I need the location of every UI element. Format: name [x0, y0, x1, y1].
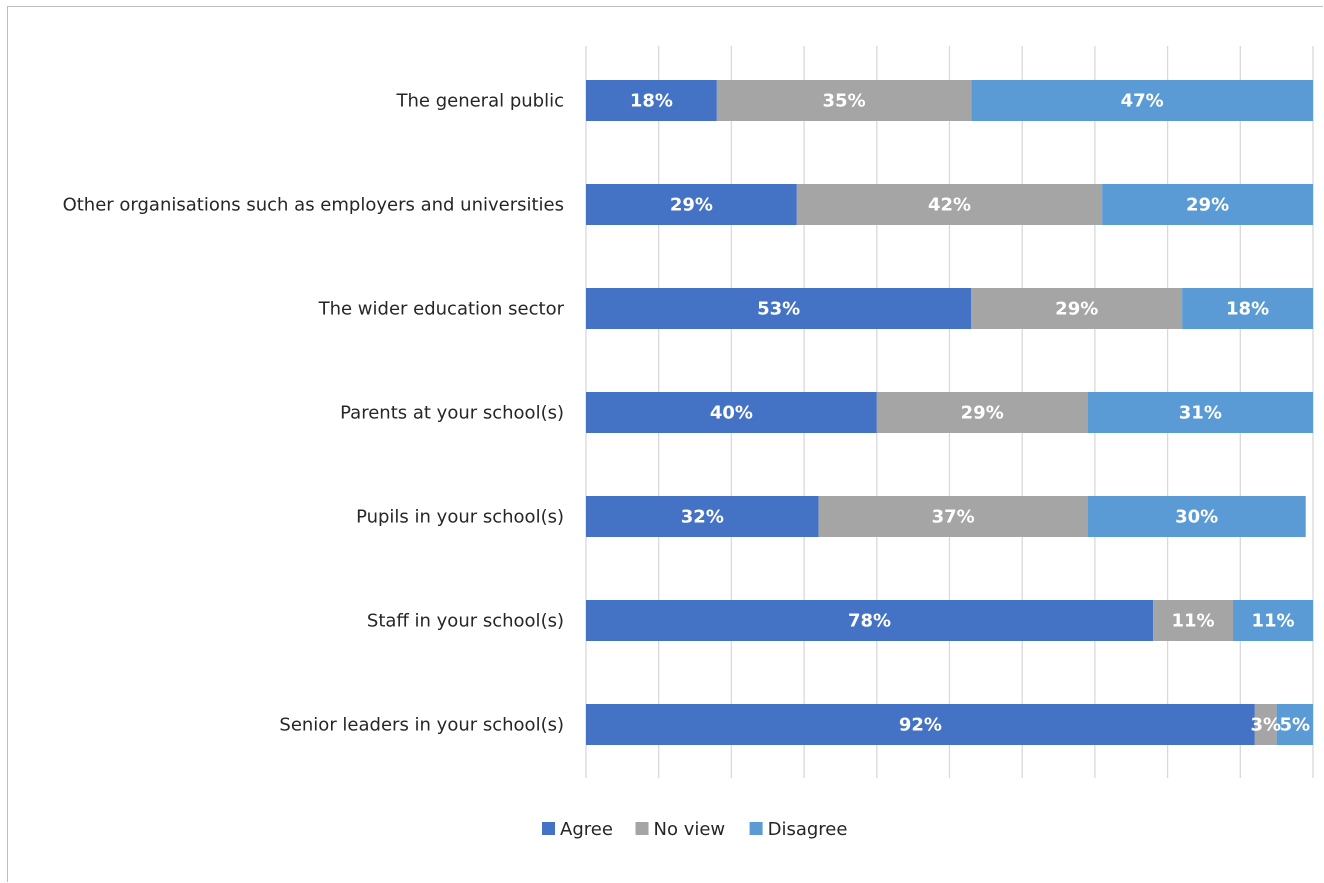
bar-segment-disagree — [1276, 704, 1313, 745]
category-label: The general public — [396, 91, 565, 112]
data-label: 18% — [1226, 299, 1269, 320]
legend-label: Agree — [560, 819, 613, 840]
category-label: Senior leaders in your school(s) — [279, 715, 564, 736]
data-label: 47% — [1121, 91, 1164, 112]
data-label: 29% — [961, 403, 1004, 424]
data-label: 29% — [1186, 195, 1229, 216]
data-label: 42% — [928, 195, 971, 216]
bar-segment-disagree — [1102, 184, 1313, 225]
category-label: Pupils in your school(s) — [356, 507, 564, 528]
data-label: 78% — [848, 611, 891, 632]
bar-segment-no-view — [971, 288, 1183, 329]
legend-swatch-disagree — [749, 822, 763, 835]
bar-segment-no-view — [796, 184, 1103, 225]
legend-swatch-agree — [542, 822, 555, 835]
data-label: 31% — [1179, 403, 1222, 424]
data-label: 92% — [899, 715, 942, 736]
data-label: 30% — [1175, 507, 1218, 528]
data-label: 29% — [670, 195, 713, 216]
category-labels: The general public Other organisations su… — [63, 91, 565, 736]
bar-segment-disagree — [971, 80, 1313, 121]
bar-segment-agree — [586, 184, 797, 225]
bar-segment-disagree — [1233, 600, 1313, 641]
legend-label: No view — [654, 819, 726, 840]
bar-segment-no-view — [716, 80, 972, 121]
legend-swatch-no-view — [635, 822, 649, 835]
bar-segment-no-view — [818, 496, 1088, 537]
bar-segment-no-view — [876, 392, 1088, 433]
bar-segment-no-view — [1153, 600, 1234, 641]
category-label: Parents at your school(s) — [340, 403, 564, 424]
category-label: The wider education sector — [318, 299, 565, 320]
legend: Agree No view Disagree — [542, 819, 847, 840]
bar-segment-agree — [586, 496, 819, 537]
bar-segment-agree — [586, 600, 1154, 641]
data-label: 11% — [1171, 611, 1214, 632]
bar-segment-agree — [586, 704, 1255, 745]
data-label: 53% — [757, 299, 800, 320]
legend-label: Disagree — [768, 819, 848, 840]
bars — [586, 80, 1313, 745]
bar-segment-no-view — [1254, 704, 1277, 745]
data-label: 32% — [681, 507, 724, 528]
bar-segment-disagree — [1087, 392, 1313, 433]
data-label: 40% — [710, 403, 753, 424]
data-label: 3% — [1250, 715, 1281, 736]
bar-segment-disagree — [1087, 496, 1306, 537]
category-label: Other organisations such as employers an… — [63, 195, 564, 216]
bar-segment-agree — [586, 80, 717, 121]
bar-segment-agree — [586, 288, 972, 329]
bar-segment-disagree — [1182, 288, 1313, 329]
data-label: 29% — [1055, 299, 1098, 320]
data-label: 11% — [1251, 611, 1294, 632]
data-label: 35% — [823, 91, 866, 112]
data-label: 5% — [1280, 715, 1311, 736]
data-labels: 18% 35% 47% 29% 42% 29% 53% 29% 18% 40% 29% 31% 32% 3… — [630, 91, 1310, 736]
category-label: Staff in your school(s) — [367, 611, 564, 632]
data-label: 37% — [932, 507, 975, 528]
bar-segment-agree — [586, 392, 877, 433]
data-label: 18% — [630, 91, 673, 112]
